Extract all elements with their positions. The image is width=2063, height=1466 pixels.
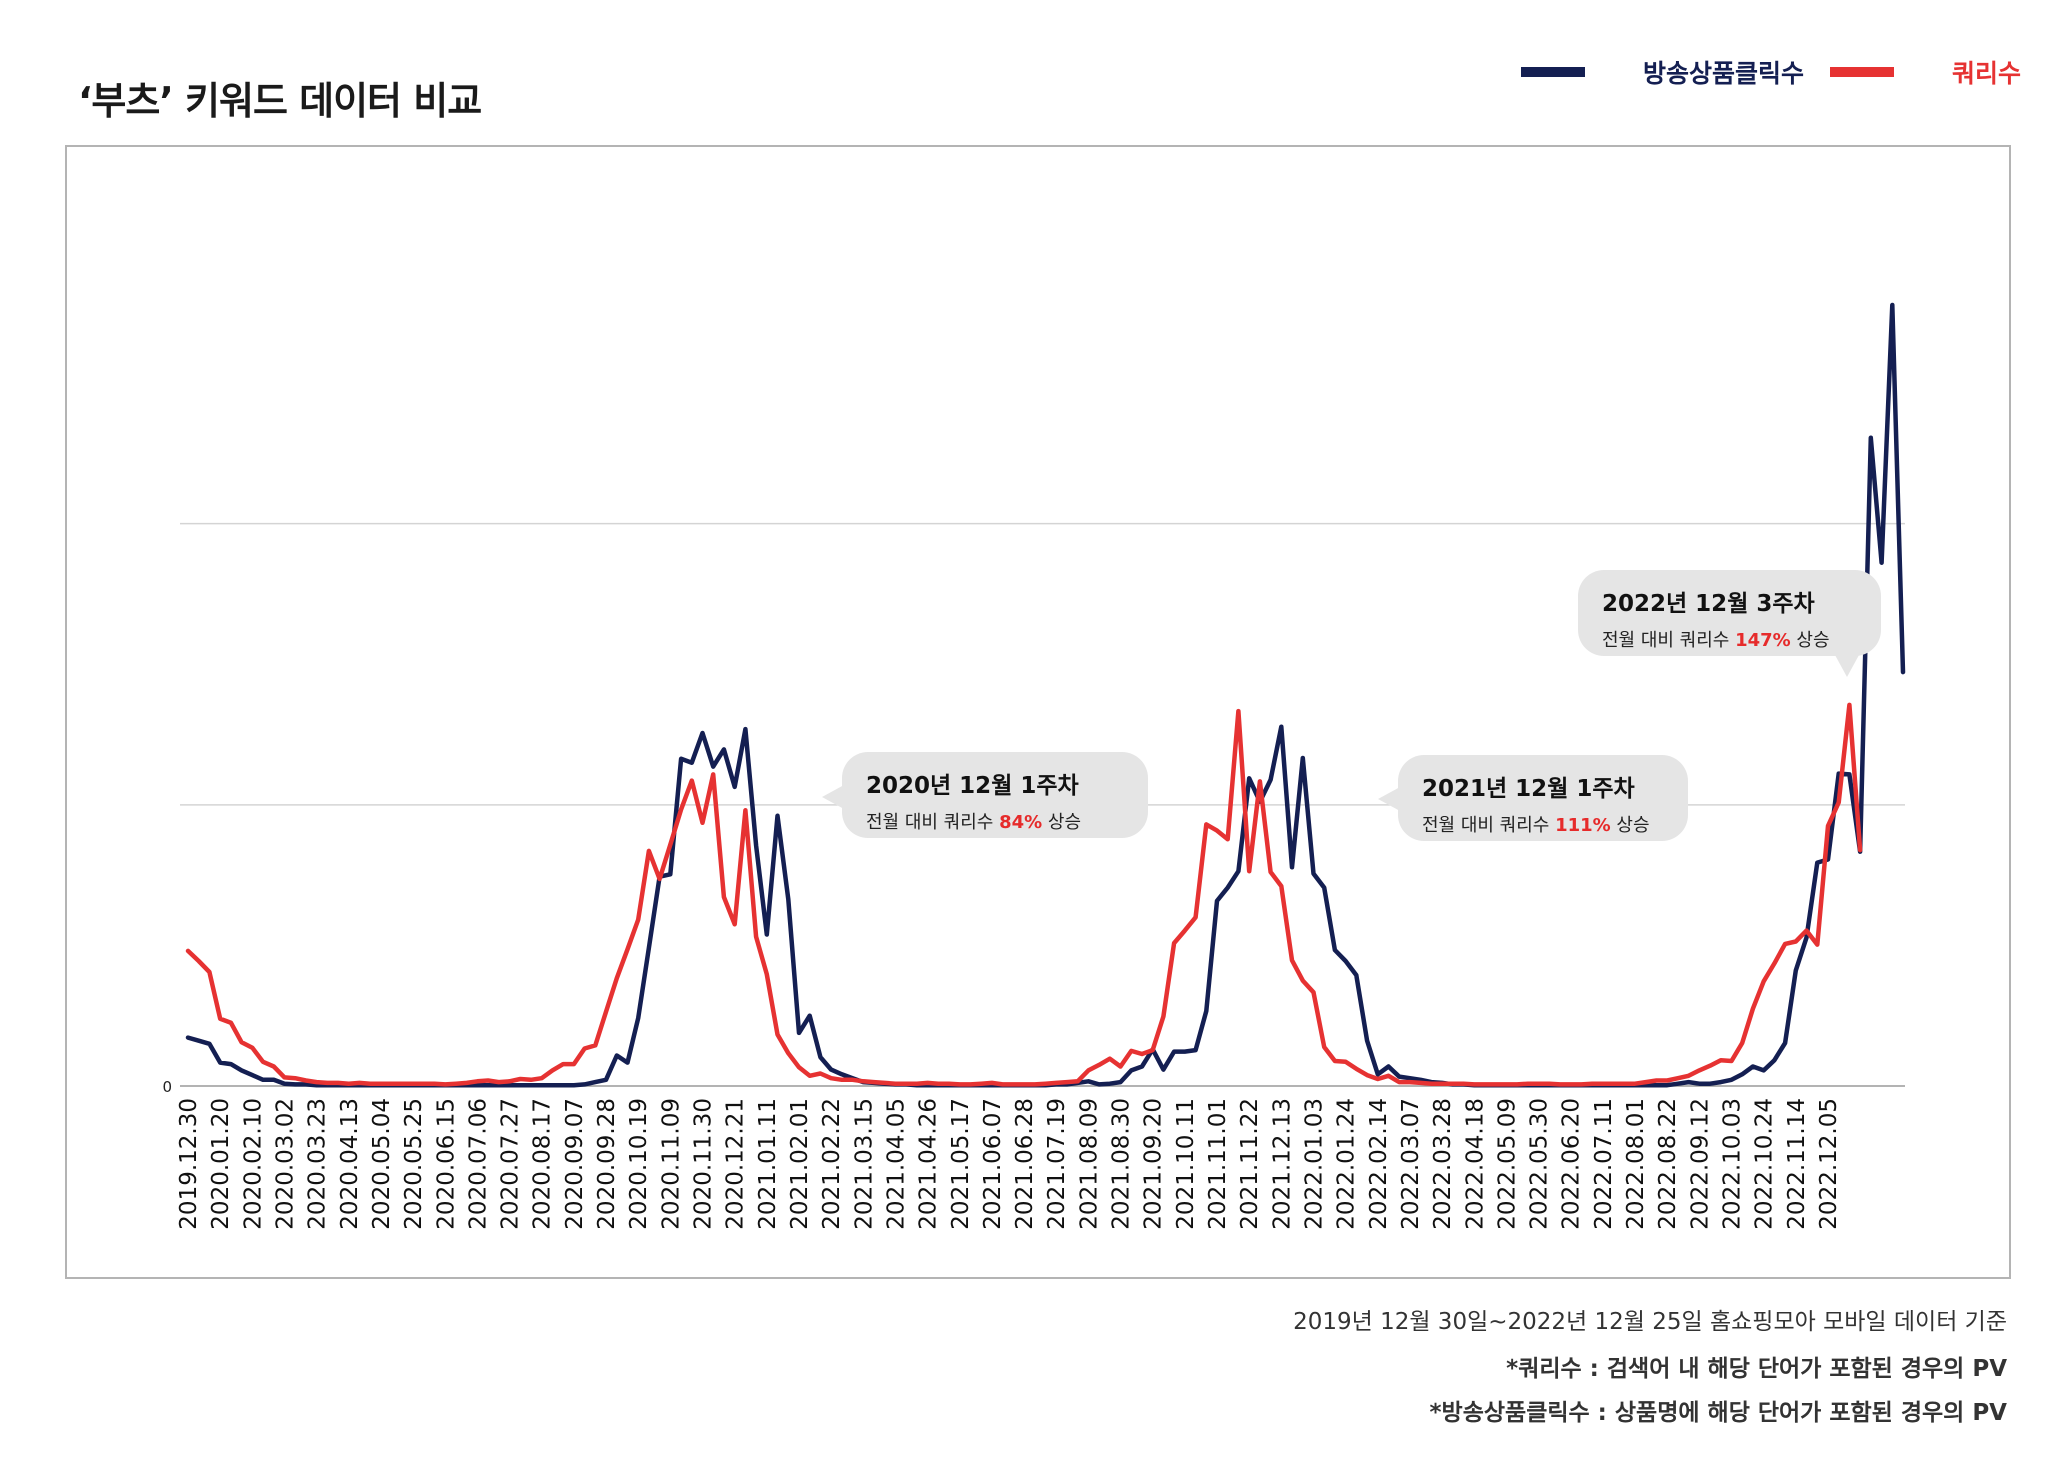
callout-tail bbox=[822, 785, 844, 809]
x-tick-label: 2021.02.01 bbox=[787, 1098, 813, 1230]
x-tick-label: 2022.08.22 bbox=[1655, 1098, 1681, 1230]
x-tick-label: 2020.07.06 bbox=[465, 1098, 491, 1230]
x-tick-label: 2022.06.20 bbox=[1559, 1098, 1585, 1230]
x-tick-label: 2020.10.19 bbox=[626, 1098, 652, 1230]
x-tick-label: 2022.09.12 bbox=[1687, 1098, 1713, 1230]
x-tick-label: 2021.08.09 bbox=[1076, 1098, 1102, 1230]
callout-heading: 2020년 12월 1주차 bbox=[866, 773, 1079, 799]
x-tick-label: 2020.12.21 bbox=[723, 1098, 749, 1230]
callout-tail bbox=[1835, 655, 1859, 677]
x-tick-label: 2022.11.14 bbox=[1784, 1098, 1810, 1230]
x-tick-label: 2019.12.30 bbox=[176, 1098, 202, 1230]
x-tick-label: 2022.12.05 bbox=[1816, 1098, 1842, 1230]
x-tick-label: 2020.09.07 bbox=[562, 1098, 588, 1230]
x-tick-label: 2022.05.09 bbox=[1494, 1098, 1520, 1230]
callout-heading: 2021년 12월 1주차 bbox=[1422, 776, 1635, 802]
x-tick-label: 2021.03.15 bbox=[851, 1098, 877, 1230]
x-tick-label: 2022.02.14 bbox=[1366, 1098, 1392, 1230]
x-tick-label: 2021.05.17 bbox=[948, 1098, 974, 1230]
x-tick-label: 2021.11.01 bbox=[1205, 1098, 1231, 1230]
query-definition-note: *쿼리수 : 검색어 내 해당 단어가 포함된 경우의 PV bbox=[1506, 1356, 2007, 1382]
legend-label-queries: 쿼리수 bbox=[1951, 59, 2021, 88]
x-tick-label: 2021.06.28 bbox=[1012, 1098, 1038, 1230]
x-tick-label: 2021.02.22 bbox=[819, 1098, 845, 1230]
x-tick-label: 2021.08.30 bbox=[1109, 1098, 1135, 1230]
x-tick-label: 2022.01.03 bbox=[1302, 1098, 1328, 1230]
callout-detail: 전월 대비 쿼리수 84% 상승 bbox=[866, 812, 1082, 833]
x-tick-label: 2020.07.27 bbox=[498, 1098, 524, 1230]
legend-swatch-queries bbox=[1829, 67, 1894, 77]
chart-title: ‘부츠’ 키워드 데이터 비교 bbox=[78, 79, 482, 123]
series-line-queries bbox=[185, 702, 1863, 1087]
x-tick-label: 2021.07.19 bbox=[1044, 1098, 1070, 1230]
x-tick-label: 2020.03.23 bbox=[305, 1098, 331, 1230]
callout-2021-12-w1: 2021년 12월 1주차 전월 대비 쿼리수 111% 상승 bbox=[1398, 755, 1688, 841]
x-tick-label: 2022.10.03 bbox=[1720, 1098, 1746, 1230]
x-tick-label: 2022.03.28 bbox=[1430, 1098, 1456, 1230]
x-tick-label: 2021.04.26 bbox=[916, 1098, 942, 1230]
callout-percent: 84% bbox=[999, 812, 1043, 833]
x-tick-label: 2020.05.04 bbox=[369, 1098, 395, 1230]
legend-item-clicks: 방송상품클릭수 bbox=[1520, 54, 1804, 90]
x-tick-label: 2021.09.20 bbox=[1141, 1098, 1167, 1230]
series-line-clicks bbox=[185, 302, 1906, 1088]
callout-detail: 전월 대비 쿼리수 147% 상승 bbox=[1602, 630, 1830, 651]
x-tick-label: 2020.06.15 bbox=[433, 1098, 459, 1230]
x-tick-label: 2021.11.22 bbox=[1237, 1098, 1263, 1230]
x-tick-label: 2022.10.24 bbox=[1752, 1098, 1778, 1230]
x-tick-label: 2020.09.28 bbox=[594, 1098, 620, 1230]
x-tick-label: 2021.04.05 bbox=[883, 1098, 909, 1230]
x-tick-label: 2022.01.24 bbox=[1334, 1098, 1360, 1230]
callout-2020-12-w1: 2020년 12월 1주차 전월 대비 쿼리수 84% 상승 bbox=[842, 752, 1148, 838]
callout-heading: 2022년 12월 3주차 bbox=[1602, 591, 1815, 617]
x-tick-label: 2022.04.18 bbox=[1462, 1098, 1488, 1230]
callout-2022-12-w3: 2022년 12월 3주차 전월 대비 쿼리수 147% 상승 bbox=[1578, 570, 1881, 656]
callout-detail: 전월 대비 쿼리수 111% 상승 bbox=[1422, 815, 1650, 836]
x-tick-label: 2020.11.30 bbox=[691, 1098, 717, 1230]
legend-item-queries: 쿼리수 bbox=[1829, 54, 2021, 90]
x-tick-label: 2021.12.13 bbox=[1269, 1098, 1295, 1230]
x-tick-label: 2020.04.13 bbox=[337, 1098, 363, 1230]
callout-percent: 111% bbox=[1555, 815, 1611, 836]
x-tick-label: 2022.07.11 bbox=[1591, 1098, 1617, 1230]
x-tick-label: 2020.05.25 bbox=[401, 1098, 427, 1230]
x-tick-label: 2022.08.01 bbox=[1623, 1098, 1649, 1230]
legend-swatch-clicks bbox=[1520, 67, 1585, 77]
plot-frame bbox=[65, 145, 2011, 1279]
x-tick-label: 2020.08.17 bbox=[530, 1098, 556, 1230]
data-source-note: 2019년 12월 30일~2022년 12월 25일 홈쇼핑모아 모바일 데이… bbox=[1293, 1309, 2007, 1335]
x-tick-label: 2022.05.30 bbox=[1527, 1098, 1553, 1230]
x-tick-label: 2021.10.11 bbox=[1173, 1098, 1199, 1230]
legend-label-clicks: 방송상품클릭수 bbox=[1642, 59, 1804, 88]
callout-percent: 147% bbox=[1735, 630, 1791, 651]
x-tick-label: 2021.06.07 bbox=[980, 1098, 1006, 1230]
x-tick-label: 2020.02.10 bbox=[240, 1098, 266, 1230]
callout-tail bbox=[1378, 787, 1400, 811]
x-tick-label: 2020.03.02 bbox=[273, 1098, 299, 1230]
clicks-definition-note: *방송상품클릭수 : 상품명에 해당 단어가 포함된 경우의 PV bbox=[1429, 1400, 2007, 1426]
y-tick-label: 0 bbox=[162, 1078, 172, 1096]
x-tick-label: 2021.01.11 bbox=[755, 1098, 781, 1230]
x-tick-label: 2020.01.20 bbox=[208, 1098, 234, 1230]
legend: 방송상품클릭수 쿼리수 bbox=[1520, 52, 2021, 92]
x-tick-label: 2020.11.09 bbox=[658, 1098, 684, 1230]
x-tick-label: 2022.03.07 bbox=[1398, 1098, 1424, 1230]
